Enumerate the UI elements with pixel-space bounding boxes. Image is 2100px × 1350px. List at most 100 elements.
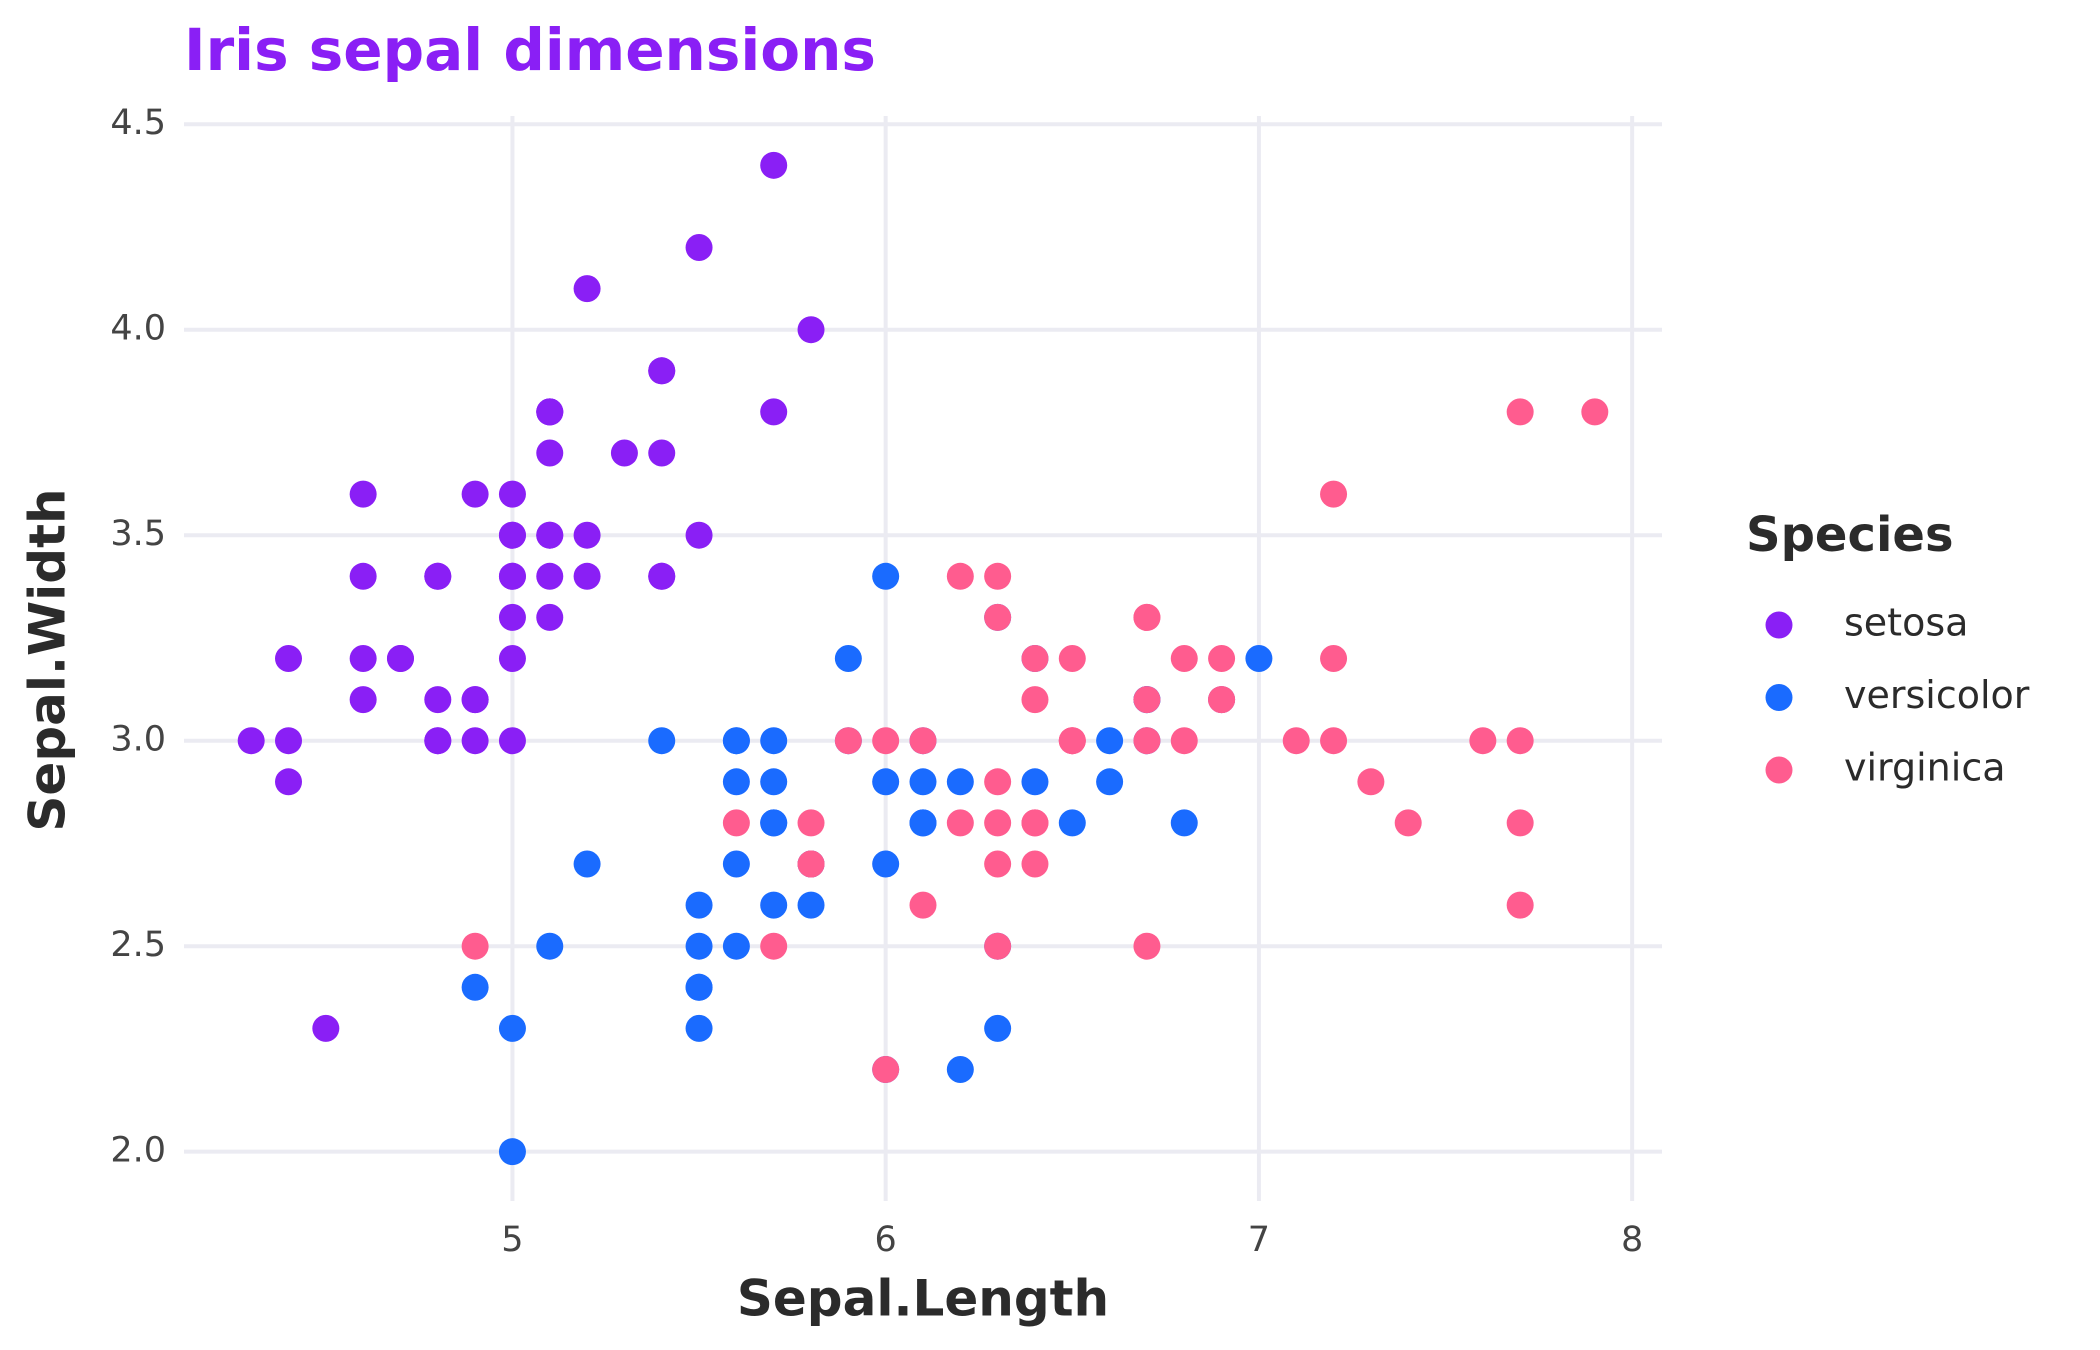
point — [1170, 727, 1198, 755]
point — [498, 645, 526, 672]
point — [1394, 809, 1422, 837]
grid: 2.0 2.5 3.0 3.5 4.0 4.5 5 6 7 8 — [110, 103, 1662, 1260]
point — [984, 1014, 1012, 1042]
point — [760, 932, 788, 960]
x-tick-label: 5 — [501, 1220, 523, 1260]
point — [1320, 645, 1348, 672]
point — [946, 809, 974, 837]
point — [1021, 686, 1049, 714]
point — [760, 151, 788, 179]
point — [1021, 768, 1049, 796]
point — [1469, 727, 1497, 755]
point — [834, 645, 862, 672]
point — [1506, 809, 1534, 837]
legend-marker — [1765, 611, 1793, 639]
point — [498, 603, 526, 631]
point — [909, 768, 937, 796]
point — [909, 891, 937, 919]
point — [536, 932, 564, 960]
point — [1320, 727, 1348, 755]
point — [946, 562, 974, 590]
point — [610, 439, 638, 467]
point — [685, 234, 713, 262]
point — [386, 645, 414, 672]
point — [872, 727, 900, 755]
point — [1506, 891, 1534, 919]
point — [946, 768, 974, 796]
point — [984, 932, 1012, 960]
point — [1357, 768, 1385, 796]
point — [648, 357, 676, 385]
legend-label: virginica — [1844, 746, 2006, 790]
legend-marker — [1765, 756, 1793, 784]
point — [872, 768, 900, 796]
point — [1506, 398, 1534, 426]
point — [1320, 480, 1348, 508]
point — [722, 768, 750, 796]
point — [1096, 727, 1124, 755]
point — [573, 521, 601, 549]
point — [536, 562, 564, 590]
point — [797, 316, 825, 344]
point — [1096, 768, 1124, 796]
point — [984, 768, 1012, 796]
point — [1021, 850, 1049, 878]
legend-label: versicolor — [1844, 673, 2030, 717]
point — [685, 973, 713, 1001]
legend: Species setosa versicolor virginica — [1746, 507, 2030, 790]
point — [1245, 645, 1273, 672]
point — [946, 1055, 974, 1083]
point — [797, 850, 825, 878]
point — [984, 562, 1012, 590]
point — [872, 850, 900, 878]
x-axis-title: Sepal.Length — [737, 1270, 1109, 1328]
point — [1021, 809, 1049, 837]
x-tick-label: 6 — [875, 1220, 897, 1260]
point — [498, 1138, 526, 1166]
point — [760, 891, 788, 919]
point — [312, 1014, 340, 1042]
point — [722, 932, 750, 960]
point — [722, 809, 750, 837]
point — [536, 398, 564, 426]
point — [275, 768, 303, 796]
point — [1133, 932, 1161, 960]
point — [1581, 398, 1609, 426]
point — [797, 891, 825, 919]
point — [984, 603, 1012, 631]
point — [461, 727, 489, 755]
y-tick-label: 3.5 — [110, 514, 166, 554]
point — [685, 891, 713, 919]
point — [461, 932, 489, 960]
point — [1170, 809, 1198, 837]
point — [1058, 809, 1086, 837]
point — [498, 727, 526, 755]
point — [424, 727, 452, 755]
point — [536, 603, 564, 631]
point — [648, 439, 676, 467]
point — [275, 727, 303, 755]
y-axis-title: Sepal.Width — [19, 488, 77, 831]
x-tick-label: 7 — [1248, 1220, 1270, 1260]
y-tick-label: 2.5 — [110, 925, 166, 965]
y-tick-label: 4.5 — [110, 103, 166, 143]
point — [349, 645, 377, 672]
point — [349, 480, 377, 508]
point — [685, 1014, 713, 1042]
point — [1133, 727, 1161, 755]
point — [648, 727, 676, 755]
point — [573, 850, 601, 878]
chart-title: Iris sepal dimensions — [184, 16, 876, 84]
point — [1133, 686, 1161, 714]
point — [536, 439, 564, 467]
point — [237, 727, 265, 755]
point — [349, 686, 377, 714]
point — [722, 727, 750, 755]
point — [1021, 645, 1049, 672]
legend-label: setosa — [1844, 601, 1968, 645]
point — [834, 727, 862, 755]
point — [685, 521, 713, 549]
point — [1170, 645, 1198, 672]
point — [1282, 727, 1310, 755]
point — [722, 850, 750, 878]
